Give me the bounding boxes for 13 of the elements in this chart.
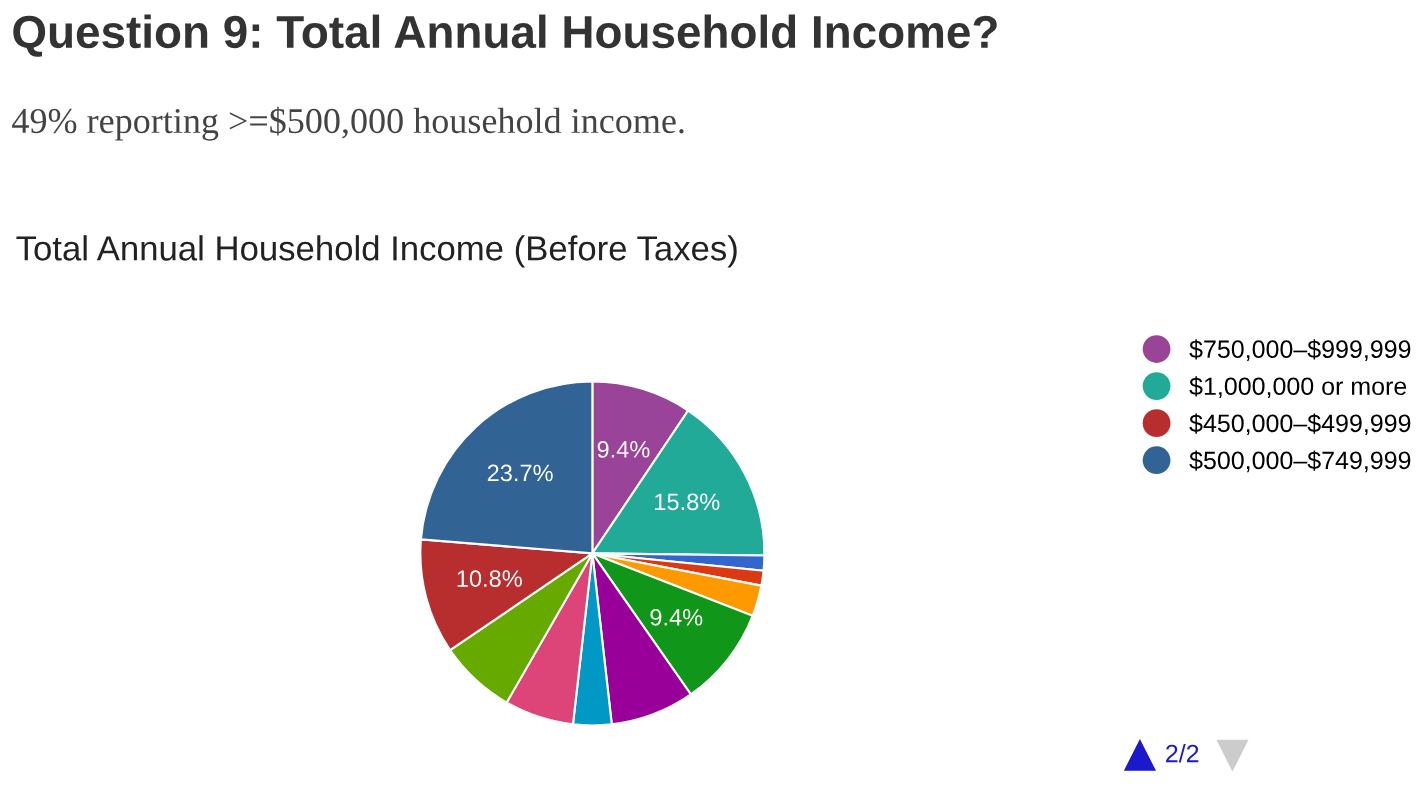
chart-subtitle: 49% reporting >=$500,000 household income. [12,106,684,141]
data-label: 10.8% [457,570,522,587]
text: Total Annual Household Income (Before Taxes) [16,235,737,268]
data-label: 9.4% [650,608,703,626]
legend-label: $750,000–$999,999 [1189,339,1411,361]
legend-label: $500,000–$749,999 [1189,450,1411,473]
chart-title: Question 9: Total Annual Household Income? [13,14,997,57]
data-label: 9.4% [597,441,650,458]
data-label: 23.7% [487,464,553,482]
legend-label: $1,000,000 or more [1189,376,1407,399]
text: 2/2 [1166,744,1199,763]
legend-label: $450,000–$499,999 [1189,413,1411,436]
data-label: 15.8% [655,493,720,511]
